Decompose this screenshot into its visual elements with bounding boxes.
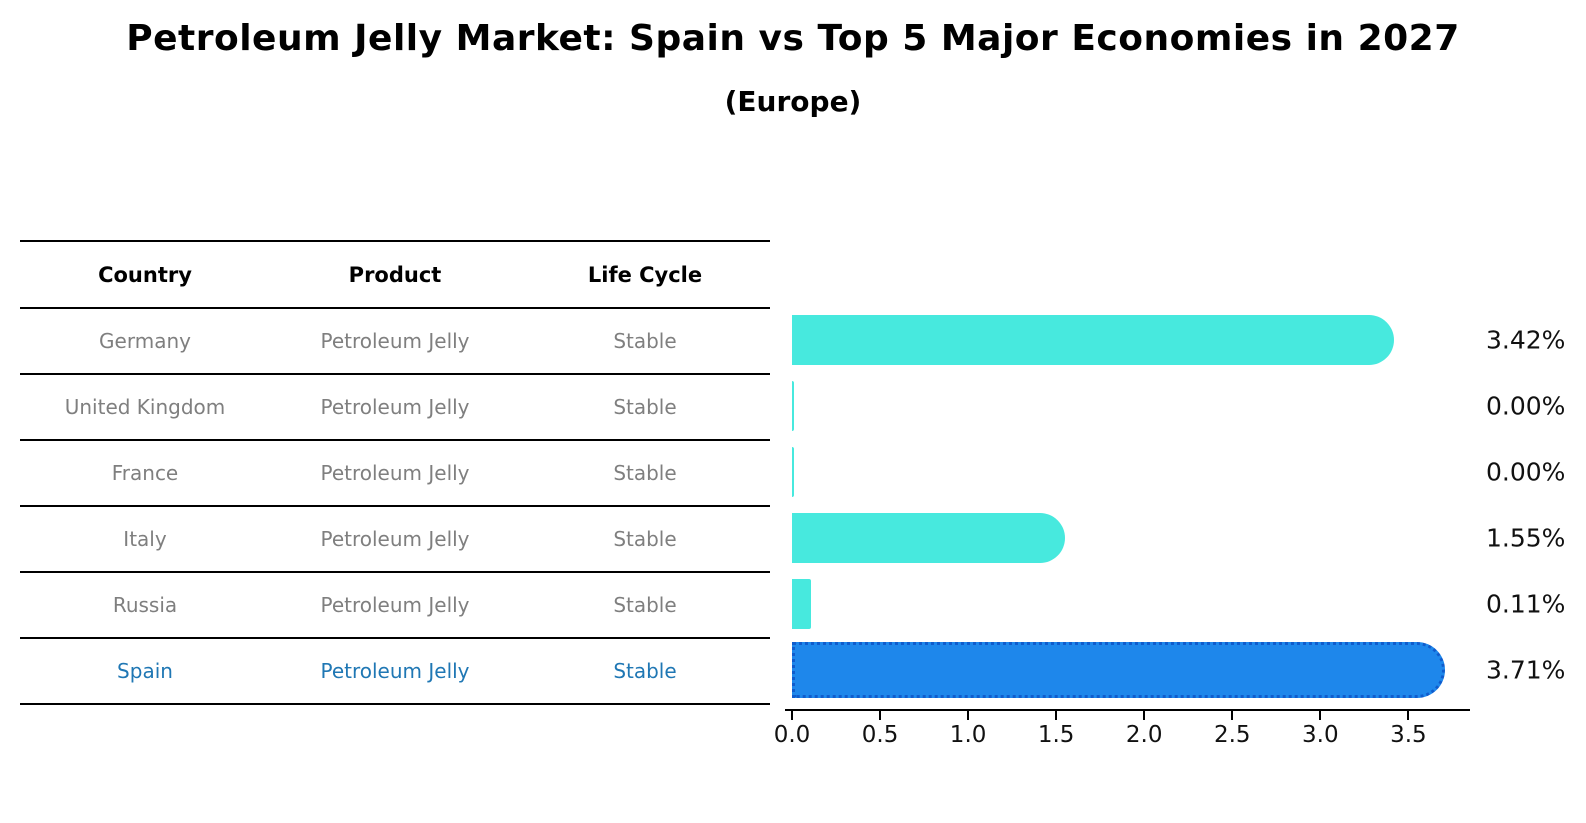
cell-country: United Kingdom <box>64 395 226 419</box>
cell-life-cycle: Stable <box>613 329 677 353</box>
cell-country: France <box>111 461 179 485</box>
x-axis-tick <box>1231 711 1234 720</box>
cell-life-cycle: Stable <box>613 395 677 419</box>
table-row: United Kingdom Petroleum Jelly Stable <box>20 375 770 441</box>
bar-row: 3.71% <box>792 637 1565 703</box>
x-axis-tick-label: 1.0 <box>949 722 987 748</box>
cell-product: Petroleum Jelly <box>320 329 470 353</box>
cell-life-cycle: Stable <box>613 527 677 551</box>
bar-value-label: 1.55% <box>1486 523 1566 553</box>
bar-row: 0.11% <box>792 571 1565 637</box>
country-table: Country Product Life Cycle Germany Petro… <box>20 240 770 705</box>
x-axis-tick-label: 3.5 <box>1390 722 1427 748</box>
cell-life-cycle: Stable <box>613 593 677 617</box>
x-axis-tick-label: 0.0 <box>773 722 811 748</box>
bar-value-label: 0.00% <box>1486 391 1566 421</box>
table-row: Italy Petroleum Jelly Stable <box>20 507 770 573</box>
x-axis-tick <box>1143 711 1146 720</box>
column-header-life-cycle: Life Cycle <box>587 262 703 287</box>
table-row: France Petroleum Jelly Stable <box>20 441 770 507</box>
cell-product: Petroleum Jelly <box>320 527 470 551</box>
bar-spain-highlighted <box>792 642 1446 698</box>
bar-value-label: 3.42% <box>1486 325 1566 355</box>
bar-value-label: 3.71% <box>1486 655 1566 685</box>
cell-product: Petroleum Jelly <box>320 395 470 419</box>
bar-united-kingdom <box>792 381 794 431</box>
table-row: Russia Petroleum Jelly Stable <box>20 573 770 639</box>
chart-figure: Petroleum Jelly Market: Spain vs Top 5 M… <box>0 18 1586 823</box>
x-axis-tick-label: 2.5 <box>1213 722 1251 748</box>
bar-row: 0.00% <box>792 439 1565 505</box>
bar-germany <box>792 315 1395 365</box>
page-title: Petroleum Jelly Market: Spain vs Top 5 M… <box>126 18 1460 59</box>
bar-chart: 3.42% 0.00% 0.00% 1.55% 0.11% 3.71% <box>774 240 1565 749</box>
page-subtitle: (Europe) <box>724 85 862 118</box>
cell-country: Italy <box>123 527 167 551</box>
x-axis-tick <box>791 711 793 720</box>
x-axis-tick-label: 2.0 <box>1125 722 1163 748</box>
bar-value-label: 0.11% <box>1486 589 1566 619</box>
x-axis-tick <box>879 711 882 720</box>
x-axis-tick <box>1407 711 1410 720</box>
column-header-product: Product <box>348 262 442 287</box>
x-axis-tick-label: 0.5 <box>861 722 899 748</box>
x-axis-tick <box>1055 711 1058 720</box>
cell-product: Petroleum Jelly <box>320 461 470 485</box>
bar-italy <box>792 513 1065 563</box>
cell-country: Germany <box>99 329 191 353</box>
x-axis-tick <box>967 711 970 720</box>
bar-russia <box>792 579 812 629</box>
x-axis-tick-label: 1.5 <box>1037 722 1075 748</box>
cell-product: Petroleum Jelly <box>320 659 470 683</box>
x-axis-tick <box>1319 711 1322 720</box>
column-header-country: Country <box>98 262 192 287</box>
x-axis-line <box>785 709 1470 711</box>
cell-life-cycle: Stable <box>613 461 677 485</box>
bar-row: 0.00% <box>792 373 1565 439</box>
table-row-highlighted: Spain Petroleum Jelly Stable <box>20 639 770 705</box>
cell-product: Petroleum Jelly <box>320 593 470 617</box>
x-axis-tick-label: 3.0 <box>1302 722 1339 748</box>
bar-value-label: 0.00% <box>1486 457 1566 487</box>
bar-france <box>792 447 794 497</box>
bar-row: 1.55% <box>792 505 1565 571</box>
cell-life-cycle: Stable <box>613 659 677 683</box>
cell-country: Spain <box>117 659 173 683</box>
figure-body: Country Product Life Cycle Germany Petro… <box>20 240 1565 749</box>
table-row: Germany Petroleum Jelly Stable <box>20 309 770 375</box>
table-header-row: Country Product Life Cycle <box>20 242 770 309</box>
bar-row: 3.42% <box>792 307 1565 373</box>
x-axis: 0.0 0.5 1.0 1.5 2.0 2.5 3.0 3.5 <box>774 709 1470 749</box>
cell-country: Russia <box>112 593 178 617</box>
